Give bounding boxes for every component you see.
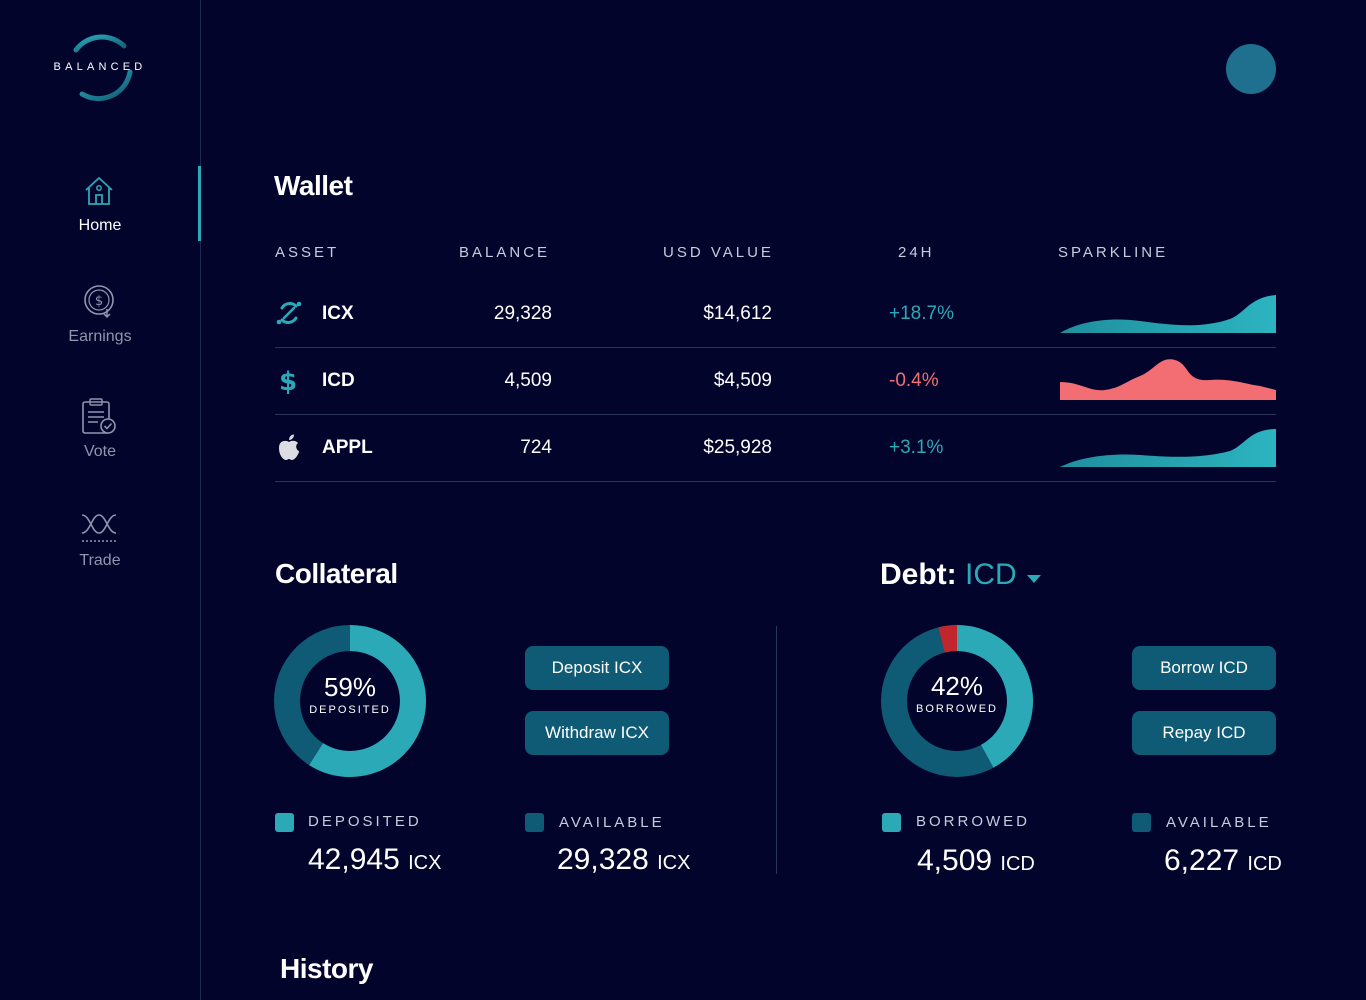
sidebar-item-label: Trade xyxy=(79,552,121,569)
debt-available-unit: ICD xyxy=(1247,853,1282,875)
wallet-title: Wallet xyxy=(274,170,353,201)
dollar-icon: $ xyxy=(275,366,303,397)
apple-icon xyxy=(275,433,303,461)
collateral-percent: 59% xyxy=(323,672,377,702)
debt-caption: BORROWED xyxy=(916,703,998,715)
repay-button[interactable]: Repay ICD xyxy=(1132,711,1276,755)
borrowed-unit: ICD xyxy=(1000,853,1035,875)
column-header-asset: ASSET xyxy=(275,244,340,261)
debt-available-value: 6,227 ICD xyxy=(1164,844,1282,878)
debt-currency-select[interactable]: ICD xyxy=(965,558,1017,591)
asset-change: +3.1% xyxy=(889,437,944,458)
avatar[interactable] xyxy=(1226,44,1276,94)
asset-balance: 29,328 xyxy=(493,303,552,324)
history-title: History xyxy=(280,953,373,984)
sidebar-item-earnings[interactable]: $ Earnings xyxy=(0,283,200,363)
collateral-donut-chart xyxy=(274,625,426,777)
column-header-sparkline: SPARKLINE xyxy=(1058,244,1169,261)
table-row[interactable]: ICX 29,328 $14,612 +18.7% xyxy=(275,281,1276,348)
borrowed-amount: 4,509 xyxy=(917,844,993,877)
legend-swatch-borrowed xyxy=(882,813,901,832)
borrow-button[interactable]: Borrow ICD xyxy=(1132,646,1276,690)
debt-percent: 42% xyxy=(930,671,984,701)
sparkline-chart xyxy=(1060,359,1276,400)
debt-limit-marker xyxy=(881,625,1033,777)
asset-balance: 4,509 xyxy=(504,370,552,391)
collateral-caption: DEPOSITED xyxy=(309,704,391,716)
legend-label-debt-available: AVAILABLE xyxy=(1166,814,1272,831)
asset-usd-value: $25,928 xyxy=(703,437,772,458)
debt-available-amount: 6,227 xyxy=(1164,844,1240,877)
section-divider xyxy=(776,626,777,874)
sparkline-chart xyxy=(1060,295,1276,333)
chevron-down-icon[interactable] xyxy=(1027,575,1041,583)
deposited-amount: 42,945 xyxy=(308,843,400,876)
earnings-icon: $ xyxy=(80,283,118,321)
legend-swatch-debt-available xyxy=(1132,813,1151,832)
home-icon xyxy=(80,172,118,210)
collateral-deposited-arc xyxy=(274,625,426,777)
asset-symbol: ICD xyxy=(322,370,355,391)
deposit-button[interactable]: Deposit ICX xyxy=(525,646,669,690)
legend-swatch-available xyxy=(525,813,544,832)
brand-name: BALANCED xyxy=(53,61,147,73)
deposited-unit: ICX xyxy=(408,852,442,874)
withdraw-button[interactable]: Withdraw ICX xyxy=(525,711,669,755)
asset-balance: 724 xyxy=(520,437,552,458)
svg-text:$: $ xyxy=(95,294,103,309)
sidebar-item-vote[interactable]: Vote xyxy=(0,398,200,478)
legend-label-available: AVAILABLE xyxy=(559,814,665,831)
sidebar-item-label: Home xyxy=(78,217,122,234)
logo-ring-icon xyxy=(73,34,133,102)
table-row[interactable]: APPL 724 $25,928 +3.1% xyxy=(275,415,1276,482)
sidebar-item-home[interactable]: Home xyxy=(0,172,200,252)
asset-usd-value: $4,509 xyxy=(713,370,772,391)
debt-title-label: Debt: xyxy=(880,558,957,591)
column-header-usd-value: USD VALUE xyxy=(663,244,774,261)
icx-icon xyxy=(275,299,303,327)
available-amount: 29,328 xyxy=(557,843,649,876)
sparkline-chart xyxy=(1060,429,1276,467)
available-value: 29,328 ICX xyxy=(557,843,690,877)
asset-symbol: APPL xyxy=(322,437,373,458)
debt-title: Debt: ICD xyxy=(880,558,1017,592)
asset-usd-value: $14,612 xyxy=(703,303,772,324)
collateral-title: Collateral xyxy=(275,558,398,589)
asset-change: +18.7% xyxy=(889,303,954,324)
legend-label-borrowed: BORROWED xyxy=(916,813,1030,830)
column-header-balance: BALANCE xyxy=(459,244,551,261)
table-row[interactable]: $ ICD 4,509 $4,509 -0.4% xyxy=(275,348,1276,415)
nav-active-indicator xyxy=(198,166,201,241)
trade-icon xyxy=(80,507,118,545)
debt-donut-chart xyxy=(881,625,1033,777)
deposited-value: 42,945 ICX xyxy=(308,843,441,877)
column-header-24h: 24H xyxy=(898,244,935,261)
sidebar-item-label: Vote xyxy=(83,443,117,460)
legend-swatch-deposited xyxy=(275,813,294,832)
sidebar-item-label: Earnings xyxy=(68,328,132,345)
sidebar-item-trade[interactable]: Trade xyxy=(0,507,200,587)
asset-symbol: ICX xyxy=(322,303,354,324)
legend-label-deposited: DEPOSITED xyxy=(308,813,422,830)
asset-change: -0.4% xyxy=(889,370,939,391)
sidebar: BALANCED Home $ Earnings xyxy=(0,0,201,1000)
brand-logo[interactable]: BALANCED xyxy=(48,28,152,108)
vote-icon xyxy=(80,398,118,436)
borrowed-value: 4,509 ICD xyxy=(917,844,1035,878)
svg-text:$: $ xyxy=(279,367,297,394)
available-unit: ICX xyxy=(657,852,691,874)
